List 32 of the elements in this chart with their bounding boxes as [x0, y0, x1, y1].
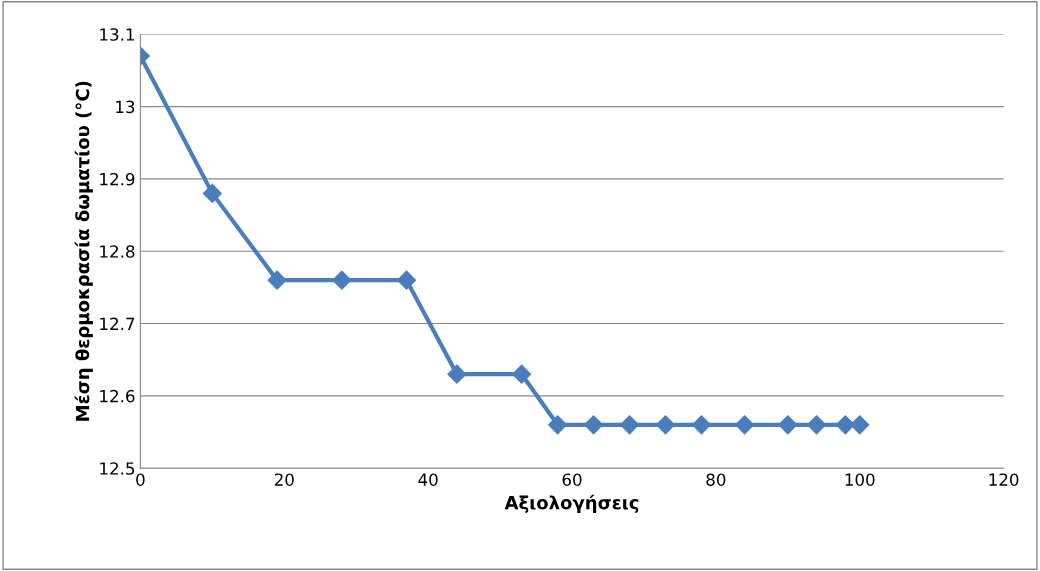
- y-tick-label: 13: [116, 100, 135, 114]
- point: [512, 364, 532, 384]
- point: [267, 270, 287, 290]
- point: [778, 415, 798, 435]
- point: [655, 415, 676, 435]
- y-tick-label: 12.8: [100, 245, 135, 258]
- point: [691, 415, 712, 435]
- x-tick-label: 60: [562, 473, 582, 486]
- y-axis-title: Μέση θερμοκρασία δωματίου (°C): [74, 81, 93, 421]
- point: [584, 415, 604, 435]
- point: [202, 183, 222, 203]
- point: [735, 415, 755, 435]
- x-tick-label: 20: [274, 473, 294, 486]
- point: [850, 415, 870, 435]
- point: [397, 270, 417, 290]
- point: [548, 415, 568, 435]
- y-tick-label: 12.7: [100, 317, 135, 330]
- point: [332, 270, 352, 290]
- x-tick-label: 120: [989, 473, 1019, 486]
- x-tick-label: 40: [418, 473, 438, 486]
- y-tick-label: 12.6: [100, 389, 135, 403]
- point: [835, 415, 855, 435]
- y-tick-label: 13.1: [100, 28, 134, 41]
- point: [807, 415, 827, 435]
- point: [447, 364, 467, 384]
- x-tick-label: 100: [845, 473, 875, 486]
- x-axis-title: Αξιολογήσεις: [504, 494, 639, 513]
- y-tick-label: 12.5: [100, 462, 135, 475]
- x-tick-label: 80: [706, 473, 726, 486]
- y-tick-label: 12.9: [100, 172, 135, 186]
- point: [620, 415, 640, 435]
- x-tick-label: 0: [136, 473, 145, 486]
